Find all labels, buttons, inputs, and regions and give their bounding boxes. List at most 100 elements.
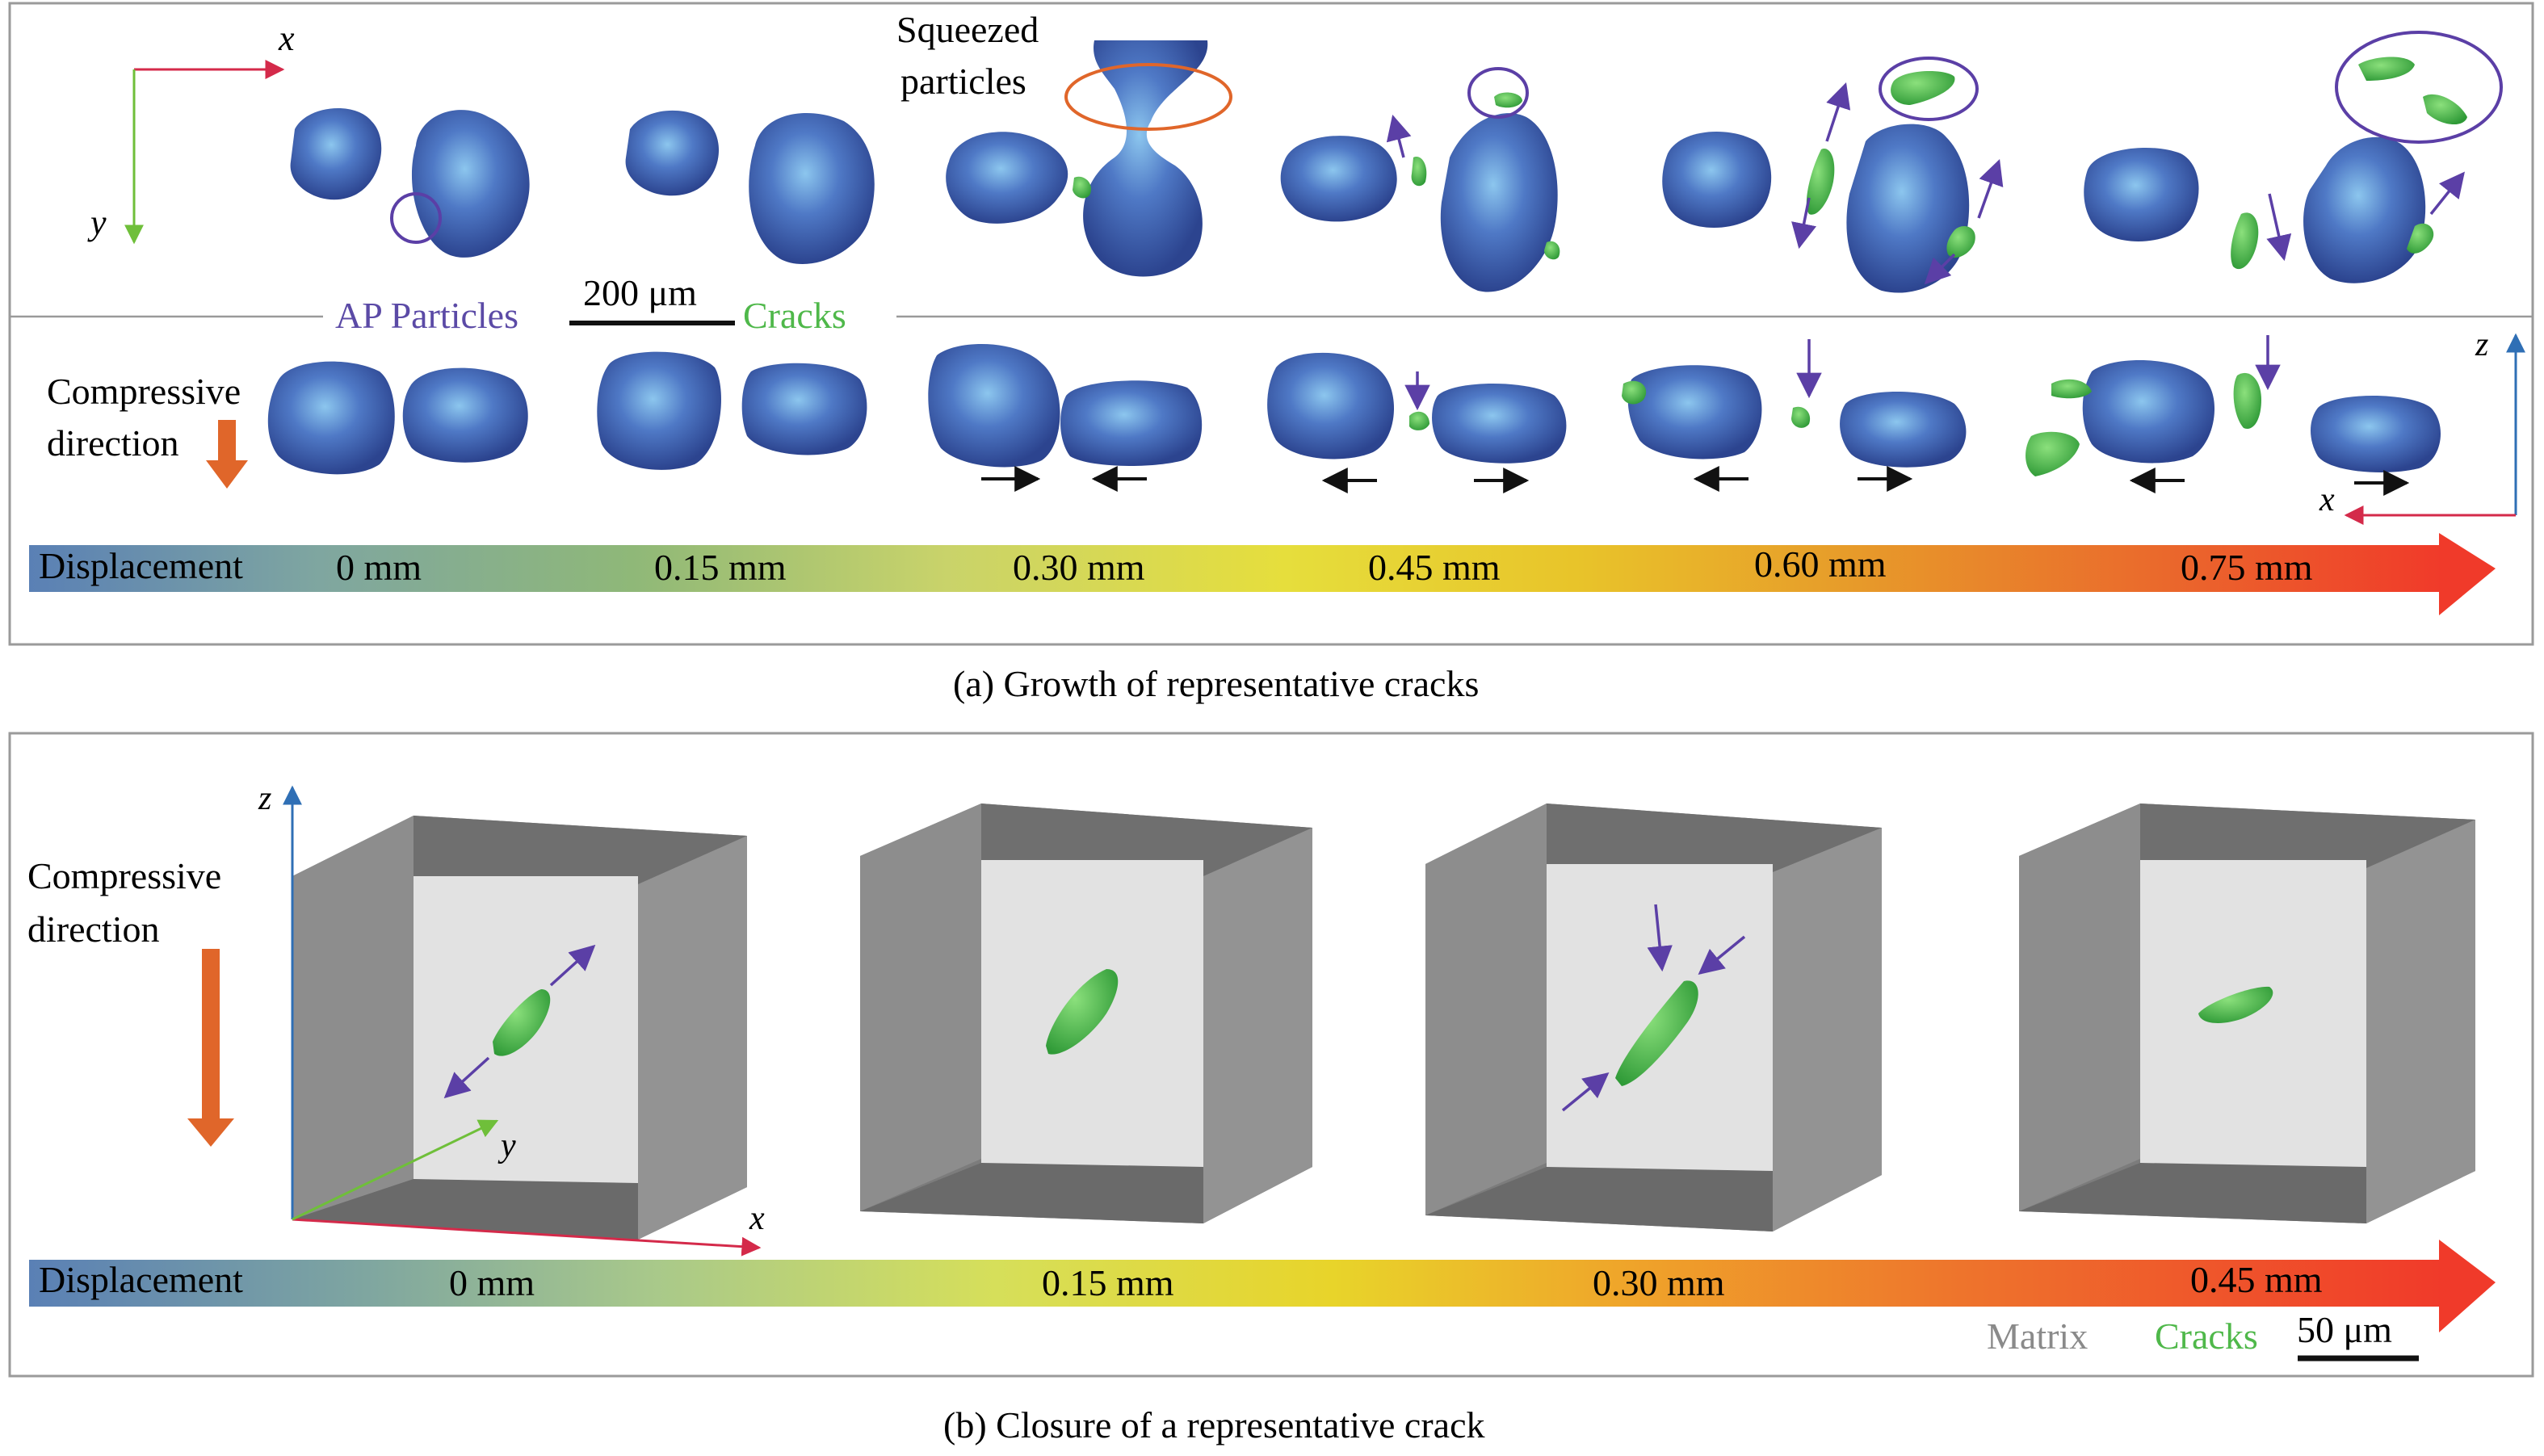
matrix-box-3 [1425,804,1882,1232]
arrow [1825,82,1851,142]
particle [625,110,719,196]
caption-b: (b) Closure of a representative crack [943,1404,1485,1446]
panel-a-frame [8,2,2534,646]
particle [741,363,867,455]
axis-y-label: y [87,203,107,242]
circle-marker [390,192,442,244]
displacement-label-a: Displacement [39,545,243,586]
displacement-bar-a [29,533,2496,615]
legend-matrix: Matrix [1987,1315,2088,1357]
particle [1267,352,1395,459]
particle [2084,147,2199,241]
particle [749,113,875,265]
bar-a-tick-4: 0.60 mm [1754,543,1887,585]
crack [1073,176,1091,199]
bar-a-tick-0: 0 mm [336,547,422,588]
circle-marker [2335,31,2503,144]
crack [2358,57,2415,81]
particle [1846,124,1970,293]
squeezed-label-line2: particles [900,61,1026,102]
squeezed-label-line1: Squeezed [896,9,1039,50]
top-row-particles [290,31,2503,293]
arrow [443,1056,490,1099]
particle [1662,132,1772,228]
arrow [2266,193,2292,262]
matrix-box-4 [2019,804,2475,1223]
particle [1432,384,1567,464]
arrow [1647,904,1673,972]
particle [1060,380,1203,466]
caption-a: (a) Growth of representative cracks [953,663,1479,704]
crack [1046,969,1119,1055]
particle [402,367,528,463]
squeeze-ellipse [1064,63,1232,131]
particle [2311,396,2441,472]
axis-x-label: x [278,19,295,58]
crack [2198,986,2273,1023]
compressive-b-line2: direction [27,908,160,950]
crack [2407,223,2434,254]
axis-y-label-b: y [497,1127,516,1164]
axis-x-label-a2: x [2319,481,2335,518]
crack [2026,431,2080,476]
bar-a-tick-5: 0.75 mm [2181,547,2313,588]
compressive-arrow-a [206,420,248,489]
crack [1411,157,1427,187]
xy-axes: x y [87,19,295,245]
axis-z-label-a: z [2475,326,2488,363]
zx-axes-a: z x [2319,326,2525,525]
bar-a-tick-2: 0.30 mm [1013,547,1145,588]
scale-bar-b: 50 μm [2297,1309,2419,1362]
scale-bar-a-label: 200 μm [583,272,697,313]
particle [928,344,1060,468]
crack [1806,149,1835,215]
particle [597,351,721,470]
displacement-bar-b [29,1240,2496,1332]
matrix-box-2 [860,804,1312,1223]
particle [946,132,1068,224]
particle [2303,136,2426,283]
compressive-b-line1: Compressive [27,855,221,896]
crack [1946,226,1975,258]
circle-marker [1879,57,1979,121]
axis-z-label-b: z [258,780,271,817]
arrow [1386,114,1412,158]
arrow [1561,1072,1610,1112]
crack [2233,372,2261,429]
legend-cracks-a: Cracks [743,295,846,336]
crack [1615,980,1698,1086]
arrow [1791,197,1817,250]
compressive-arrow-b [187,949,234,1147]
crack [2423,94,2467,125]
crack [2231,212,2259,270]
compressive-a-line2: direction [47,422,179,464]
bar-b-tick-2: 0.30 mm [1593,1262,1725,1303]
particle [2082,360,2214,464]
arrow [1977,159,2004,219]
particle [290,107,382,200]
crack [1409,411,1429,430]
scale-bar-b-label: 50 μm [2297,1309,2392,1350]
bar-b-tick-0: 0 mm [449,1262,535,1303]
arrow [2429,171,2465,216]
particle [1083,40,1208,277]
bar-a-tick-1: 0.15 mm [654,547,787,588]
crack [1544,241,1560,260]
legend-ap-particles: AP Particles [335,295,518,336]
displacement-label-b: Displacement [39,1259,243,1300]
matrix-box-1 [292,816,747,1240]
arrow [1924,253,1956,285]
bar-a-tick-3: 0.45 mm [1368,547,1501,588]
particle [1627,365,1762,459]
circle-marker [1467,67,1529,119]
crack [1891,71,1955,105]
axis-x-label-b: x [749,1200,765,1237]
bar-b-tick-3: 0.45 mm [2190,1259,2323,1300]
crack [1791,406,1811,428]
particle [1840,392,1967,468]
xyz-axes-b: z y x [258,780,765,1257]
crack [2051,379,2092,399]
particle [1280,136,1397,222]
bar-b-tick-1: 0.15 mm [1042,1262,1174,1303]
